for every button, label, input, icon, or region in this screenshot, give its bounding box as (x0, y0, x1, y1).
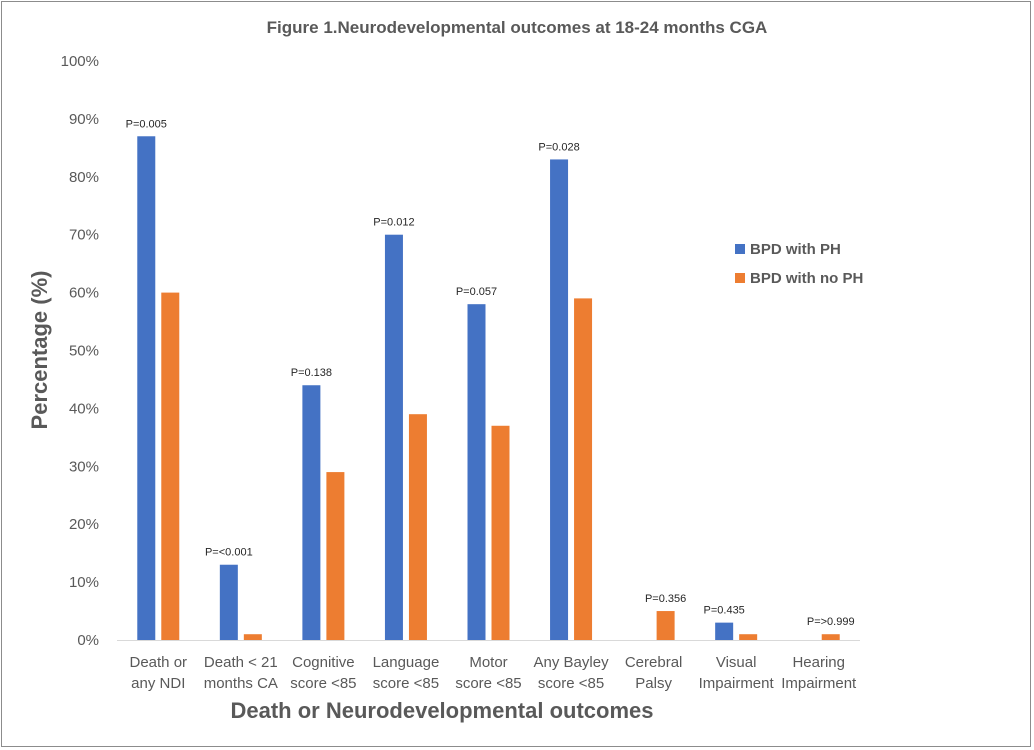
bar-bpd-with-ph-3 (384, 234, 403, 640)
bar-bpd-with-no-ph-1 (243, 634, 262, 640)
bar-bpd-with-no-ph-3 (408, 414, 427, 640)
p-value-label: P=<0.001 (205, 547, 253, 559)
bar-bpd-with-ph-1 (219, 564, 238, 640)
p-value-label: P=0.005 (126, 118, 167, 130)
bar-bpd-with-no-ph-4 (491, 425, 510, 640)
bar-bpd-with-ph-0 (137, 136, 156, 640)
bar-bpd-with-ph-7 (715, 622, 734, 640)
category-label: Any Bayley score <85 (534, 654, 610, 692)
category-label: Cognitive score <85 (290, 654, 356, 692)
chart-title: Figure 1.Neurodevelopmental outcomes at … (267, 18, 768, 37)
y-tick-label: 30% (69, 458, 99, 475)
p-value-label: P=0.028 (538, 141, 579, 153)
bar-bpd-with-no-ph-7 (739, 634, 758, 640)
category-labels: Death or any NDI Death < 21 months CA Cognit… (130, 654, 858, 692)
category-label: Visual Impairment (699, 654, 775, 692)
y-tick-label: 50% (69, 343, 99, 360)
y-axis-label: Percentage (%) (27, 271, 52, 430)
legend: BPD with PH BPD with no PH (735, 241, 863, 287)
category-label: Motor score <85 (455, 654, 521, 692)
y-tick-label: 70% (69, 227, 99, 244)
bar-bpd-with-no-ph-8 (821, 634, 840, 640)
category-label: Death < 21 months CA (204, 654, 278, 692)
y-tick-label: 100% (61, 53, 99, 70)
legend-label: BPD with no PH (750, 270, 863, 287)
category-label: Language score <85 (373, 654, 440, 692)
y-tick-label: 0% (77, 632, 99, 649)
y-tick-label: 80% (69, 169, 99, 186)
legend-swatch (735, 244, 745, 254)
category-label: Death or any NDI (130, 654, 188, 692)
p-value-label: P=0.356 (645, 593, 686, 605)
x-axis-label: Death or Neurodevelopmental outcomes (231, 698, 654, 723)
y-tick-label: 20% (69, 516, 99, 533)
bar-bpd-with-ph-5 (550, 159, 569, 640)
p-value-label: P=0.435 (704, 605, 745, 617)
category-label: Cerebral Palsy (625, 654, 683, 692)
p-value-label: P=>0.999 (807, 616, 855, 628)
legend-swatch (735, 273, 745, 283)
p-value-label: P=0.138 (291, 367, 332, 379)
bar-bpd-with-no-ph-2 (326, 472, 345, 640)
bar-bpd-with-ph-2 (302, 385, 321, 640)
p-value-label: P=0.012 (373, 217, 414, 229)
bar-bpd-with-no-ph-6 (656, 611, 675, 640)
category-label: Hearing Impairment (781, 654, 857, 692)
y-tick-label: 60% (69, 285, 99, 302)
y-tick-label: 40% (69, 400, 99, 417)
bars-group (137, 136, 840, 640)
bar-bpd-with-ph-4 (467, 304, 486, 640)
y-tick-label: 90% (69, 111, 99, 128)
bar-bpd-with-no-ph-5 (574, 298, 593, 640)
p-value-labels: P=0.005 P=<0.001 P=0.138 P=0.012 P=0.057 P=0.… (126, 118, 855, 628)
y-tick-label: 10% (69, 574, 99, 591)
p-value-label: P=0.057 (456, 286, 497, 298)
bar-bpd-with-no-ph-0 (161, 292, 180, 640)
legend-label: BPD with PH (750, 241, 841, 258)
y-axis-ticks: 0% 10% 20% 30% 40% 50% 60% 70% 80% 90% 100% (61, 53, 99, 649)
